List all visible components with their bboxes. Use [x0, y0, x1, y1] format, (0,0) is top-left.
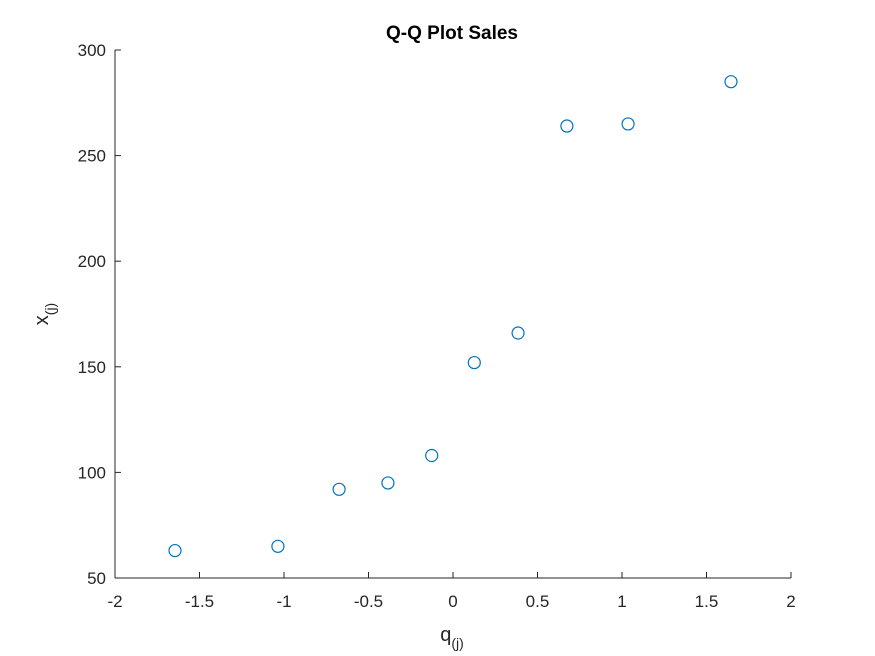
data-points: [168, 75, 738, 558]
x-axis-label-subscript: (j): [451, 635, 463, 651]
data-point: [511, 326, 525, 340]
chart-title: Q-Q Plot Sales: [386, 23, 518, 44]
y-tick-label: 200: [78, 252, 106, 271]
y-tick-label: 100: [78, 463, 106, 482]
y-axis-label: x(j): [31, 303, 58, 325]
y-tick-label: 300: [78, 41, 106, 60]
x-ticks: -2 -1.5 -1 -0.5 0 0.5 1 1.5 2: [107, 572, 796, 611]
x-tick-label: -1.5: [185, 592, 214, 611]
x-tick-label: -0.5: [354, 592, 383, 611]
x-tick-label: 1.5: [695, 592, 719, 611]
data-point: [168, 543, 182, 558]
x-tick-label: 1: [617, 592, 626, 611]
data-point: [425, 448, 439, 463]
axes: [114, 50, 791, 579]
x-tick-label: -2: [107, 592, 122, 611]
y-axis-label-base: x: [31, 315, 53, 325]
y-tick-label: 150: [78, 358, 106, 377]
data-point: [724, 75, 738, 89]
y-tick-label: 250: [78, 147, 106, 166]
data-point: [271, 539, 285, 553]
data-point: [332, 482, 346, 496]
data-point: [467, 355, 481, 370]
x-tick-label: 0: [448, 592, 457, 611]
data-point: [381, 476, 395, 490]
y-axis-label-subscript: (j): [42, 303, 58, 315]
data-point: [560, 119, 574, 133]
x-axis-label: q(j): [440, 624, 464, 651]
data-point: [621, 117, 635, 131]
x-tick-label: 2: [786, 592, 795, 611]
x-axis-label-base: q: [440, 624, 451, 646]
x-tick-label: -1: [276, 592, 291, 611]
y-ticks: 50 100 150 200 250 300: [78, 41, 121, 588]
y-tick-label: 50: [87, 569, 106, 588]
x-tick-label: 0.5: [526, 592, 550, 611]
